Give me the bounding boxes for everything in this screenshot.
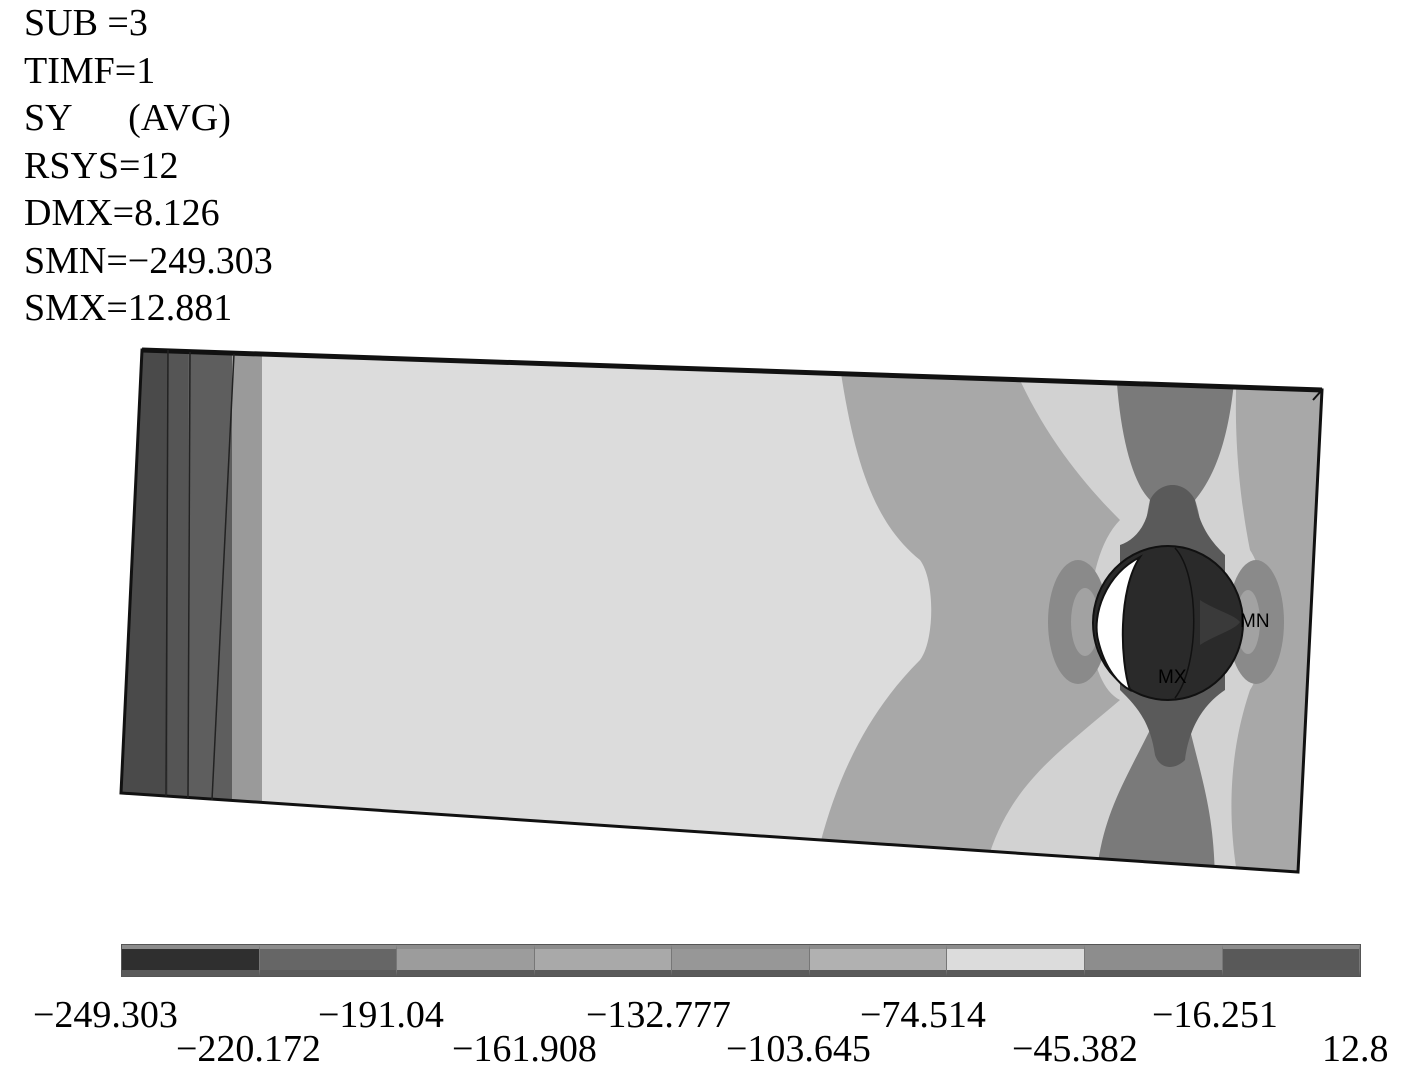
info-smx: SMX=12.881 — [24, 287, 233, 329]
legend-label-upper-1: −249.303 — [33, 994, 178, 1036]
legend-swatch-2 — [259, 945, 398, 976]
legend-color-bar — [121, 944, 1361, 977]
legend-label-upper-5: −16.251 — [1152, 994, 1278, 1036]
result-info: SUB =3 TIMF=1 SY (AVG) RSYS=12 DMX=8.126… — [24, 0, 273, 333]
info-smn: SMN=−249.303 — [24, 239, 273, 282]
info-dmx: DMX=8.126 — [24, 192, 220, 234]
plate-top-edge — [141, 347, 1323, 393]
contour-lobe-left-inner — [1071, 588, 1099, 656]
legend-label-lower-5: 12.8 — [1322, 1028, 1389, 1070]
contour-band-left-2 — [168, 350, 190, 872]
hole-seam — [1174, 547, 1195, 699]
plate-corner-edge — [1312, 389, 1323, 401]
legend-swatch-3 — [397, 945, 535, 976]
legend-label-lower-1: −220.172 — [176, 1028, 321, 1070]
legend-label-lower-2: −161.908 — [452, 1028, 597, 1070]
hole-opening — [1095, 554, 1143, 692]
legend-swatch-4 — [534, 945, 673, 976]
legend-swatch-8 — [1084, 945, 1223, 976]
legend-swatch-9 — [1222, 945, 1361, 976]
plate-band-line-3 — [211, 353, 235, 801]
plate-band-line-1 — [165, 349, 169, 797]
hole-wall — [1092, 545, 1244, 701]
legend-label-upper-2: −191.04 — [318, 994, 444, 1036]
legend-swatch-6 — [809, 945, 948, 976]
contour-band-left-3 — [188, 350, 234, 872]
hole-shade — [1200, 600, 1240, 645]
info-sy: SY (AVG) — [24, 97, 231, 139]
legend-swatch-7 — [947, 945, 1085, 976]
legend-label-lower-4: −45.382 — [1012, 1028, 1138, 1070]
info-rsys: RSYS=12 — [24, 144, 179, 187]
hole — [1092, 545, 1244, 701]
info-sub: SUB =3 — [24, 2, 148, 44]
max-marker: MX — [1158, 667, 1187, 688]
legend-label-upper-3: −132.777 — [586, 994, 731, 1036]
min-marker: MN — [1240, 611, 1270, 632]
legend-swatch-1 — [122, 945, 260, 976]
info-timf: TIMF=1 — [24, 49, 156, 92]
plate-band-line-2 — [187, 351, 191, 799]
legend-label-upper-4: −74.514 — [860, 994, 986, 1036]
legend-swatch-5 — [672, 945, 810, 976]
legend-label-lower-3: −103.645 — [726, 1028, 871, 1070]
contour-band-left-4 — [232, 350, 262, 872]
